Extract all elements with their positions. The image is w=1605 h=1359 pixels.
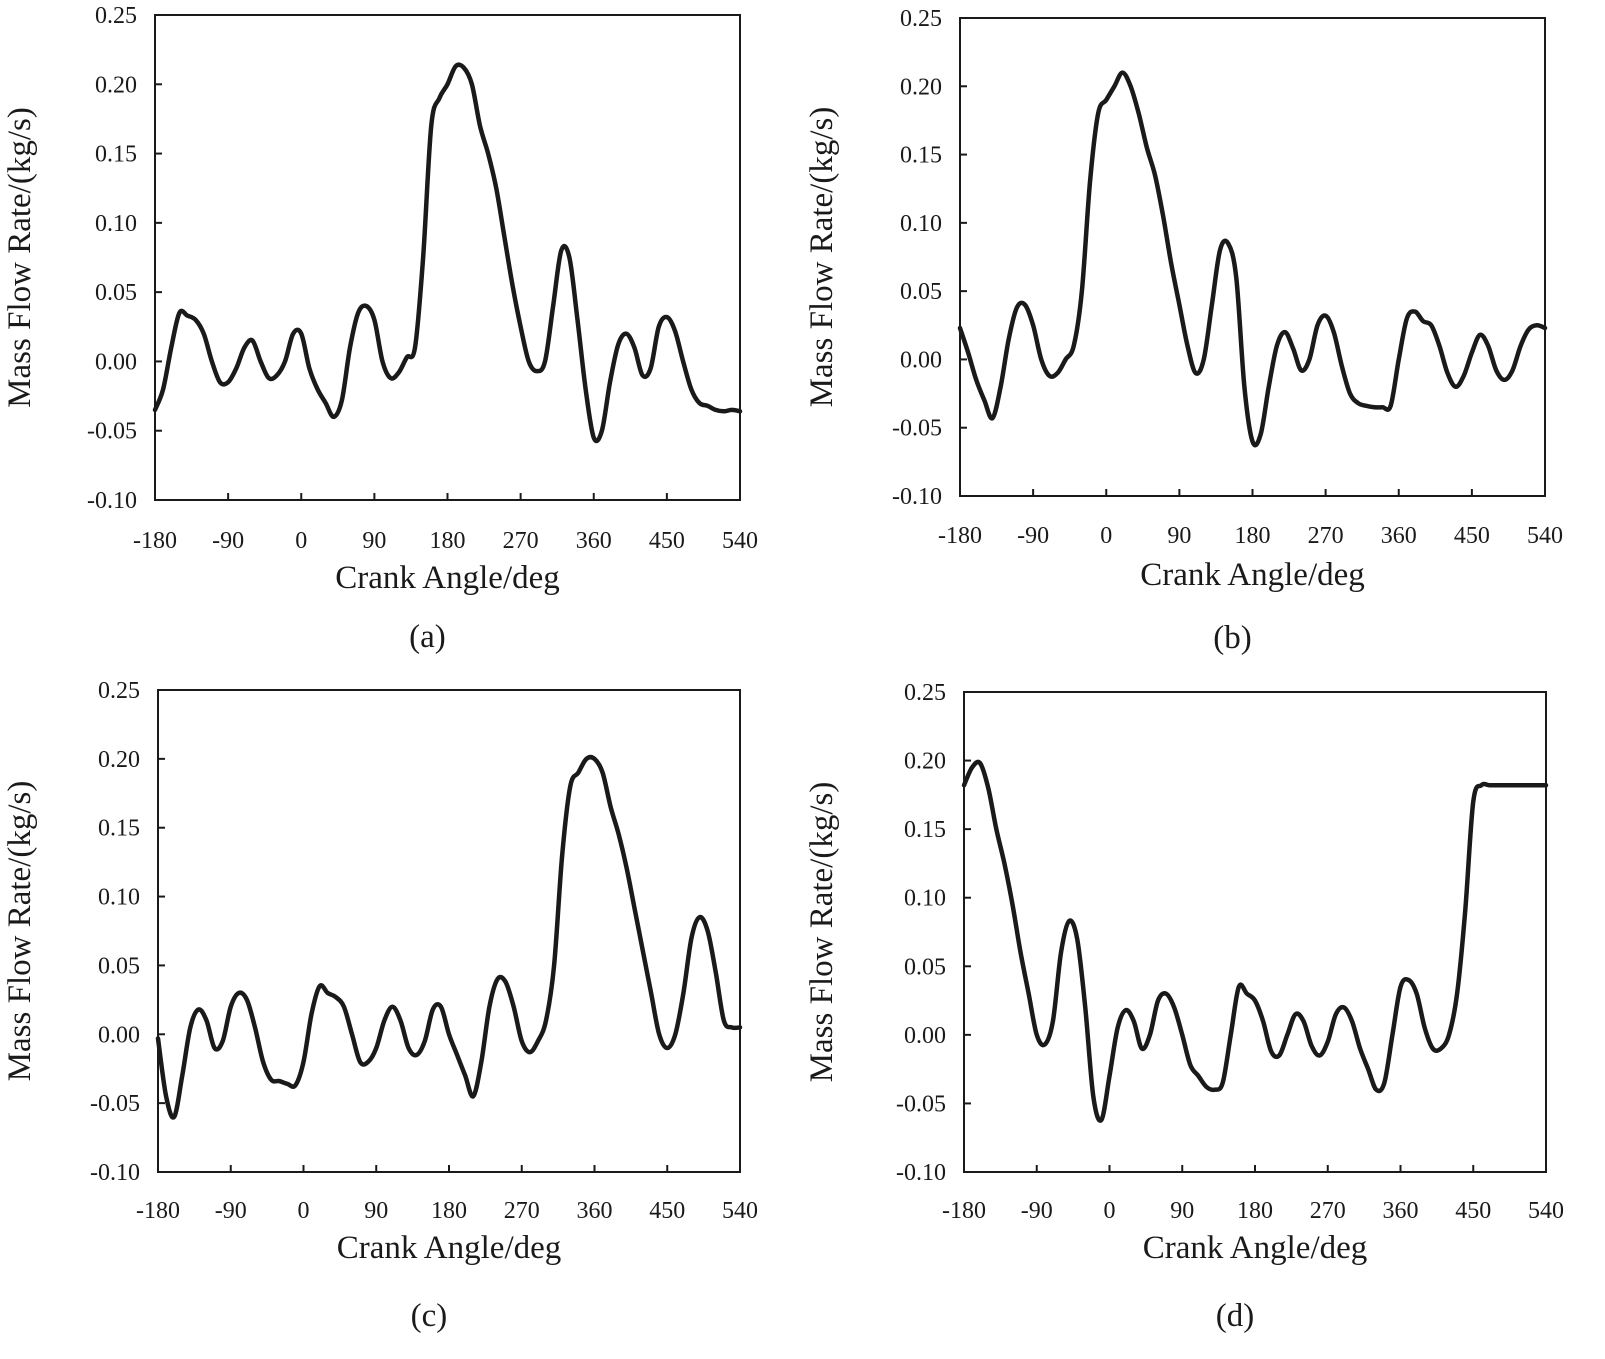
x-tick-label: 540 xyxy=(722,1198,758,1224)
y-tick-label: 0.25 xyxy=(904,680,946,706)
chart-svg-c: -180 -90 0 90 180 270 360 450 540 -0.10 -0.05 0.00 0… xyxy=(2,678,758,1334)
y-tick-label: 0.05 xyxy=(900,279,942,305)
x-axis-label: Crank Angle/deg xyxy=(1143,1230,1368,1266)
y-tick-label: 0.00 xyxy=(904,1023,946,1049)
y-tick-label: 0.10 xyxy=(95,211,137,237)
y-tick-label: 0.20 xyxy=(95,72,137,98)
x-tick-label: 90 xyxy=(362,528,386,554)
x-tick-label: 360 xyxy=(576,528,612,554)
y-tick-label: -0.10 xyxy=(892,484,942,510)
x-tick-label: 540 xyxy=(722,528,758,554)
y-tick-label: 0.15 xyxy=(904,817,946,843)
x-tick-label: 180 xyxy=(431,1198,467,1224)
x-tick-label: 540 xyxy=(1527,523,1563,549)
x-tick-label: 180 xyxy=(1235,523,1271,549)
y-tick-label: -0.05 xyxy=(896,1091,946,1117)
series-line xyxy=(961,759,1549,1123)
x-tick-label: 450 xyxy=(1455,1198,1491,1224)
series-line xyxy=(155,754,743,1120)
plot-frame xyxy=(959,17,1546,497)
y-tick-label: 0.00 xyxy=(98,1022,140,1048)
x-tick-label: 450 xyxy=(649,528,685,554)
x-tick-label: -180 xyxy=(942,1198,986,1224)
x-tick-label: 270 xyxy=(1310,1198,1346,1224)
series-line xyxy=(152,62,743,444)
x-tick-label: -180 xyxy=(133,528,177,554)
x-axis-label: Crank Angle/deg xyxy=(1140,557,1365,593)
x-tick-label: 0 xyxy=(1100,523,1112,549)
x-tick-label: 450 xyxy=(1454,523,1490,549)
x-tick-label: 270 xyxy=(504,1198,540,1224)
y-tick-label: 0.20 xyxy=(900,74,942,100)
x-tick-label: -90 xyxy=(1021,1198,1053,1224)
x-tick-label: 90 xyxy=(364,1198,388,1224)
y-tick-label: 0.25 xyxy=(95,3,137,29)
y-tick-label: 0.05 xyxy=(98,953,140,979)
y-tick-label: -0.05 xyxy=(87,419,137,445)
y-tick-label: 0.10 xyxy=(904,886,946,912)
panel-a: -180 -90 0 90 180 270 360 450 540 -0.10 -0.05 0.00 0… xyxy=(0,0,802,670)
y-tick-label: 0.15 xyxy=(900,143,942,169)
panel-b: -180 -90 0 90 180 270 360 450 540 -0.10 -0.05 0.00 0… xyxy=(802,0,1605,670)
panel-caption: (c) xyxy=(411,1298,448,1334)
chart-svg-a: -180 -90 0 90 180 270 360 450 540 -0.10 -0.05 0.00 0… xyxy=(2,3,758,655)
x-tick-label: 360 xyxy=(1383,1198,1419,1224)
x-axis-label: Crank Angle/deg xyxy=(337,1230,562,1266)
y-tick-label: -0.10 xyxy=(90,1160,140,1186)
x-tick-label: 0 xyxy=(1104,1198,1116,1224)
chart-svg-b: -180 -90 0 90 180 270 360 450 540 -0.10 -0.05 0.00 0… xyxy=(804,6,1563,656)
y-tick-label: 0.00 xyxy=(900,347,942,373)
y-tick-label: 0.10 xyxy=(98,885,140,911)
x-axis-label: Crank Angle/deg xyxy=(335,560,560,596)
y-tick-label: 0.20 xyxy=(98,747,140,773)
y-tick-label: 0.15 xyxy=(95,142,137,168)
y-tick-label: 0.00 xyxy=(95,349,137,375)
y-tick-label: 0.20 xyxy=(904,749,946,775)
y-axis-label: Mass Flow Rate/(kg/s) xyxy=(804,107,840,408)
x-tick-label: 540 xyxy=(1528,1198,1564,1224)
x-tick-label: 360 xyxy=(577,1198,613,1224)
panel-caption: (a) xyxy=(409,619,446,655)
x-tick-label: -90 xyxy=(212,528,244,554)
x-tick-label: 90 xyxy=(1167,523,1191,549)
panel-caption: (d) xyxy=(1216,1298,1254,1334)
y-axis-label: Mass Flow Rate/(kg/s) xyxy=(2,781,38,1082)
y-tick-label: -0.10 xyxy=(87,488,137,514)
x-tick-label: 360 xyxy=(1381,523,1417,549)
x-tick-label: 270 xyxy=(503,528,539,554)
x-tick-label: -180 xyxy=(938,523,982,549)
y-tick-label: -0.10 xyxy=(896,1160,946,1186)
x-tick-label: 180 xyxy=(430,528,466,554)
y-tick-label: 0.05 xyxy=(95,280,137,306)
x-tick-label: 0 xyxy=(295,528,307,554)
x-tick-label: 0 xyxy=(298,1198,310,1224)
y-tick-label: -0.05 xyxy=(90,1091,140,1117)
y-tick-label: 0.10 xyxy=(900,211,942,237)
y-axis-label: Mass Flow Rate/(kg/s) xyxy=(804,782,840,1083)
x-tick-label: 270 xyxy=(1308,523,1344,549)
y-tick-label: -0.05 xyxy=(892,416,942,442)
panel-c: -180 -90 0 90 180 270 360 450 540 -0.10 -0.05 0.00 0… xyxy=(0,670,802,1359)
x-tick-label: 450 xyxy=(649,1198,685,1224)
y-axis-label: Mass Flow Rate/(kg/s) xyxy=(2,107,38,408)
y-tick-label: 0.25 xyxy=(98,678,140,704)
x-tick-label: 180 xyxy=(1237,1198,1273,1224)
y-tick-label: 0.05 xyxy=(904,954,946,980)
chart-svg-d: -180 -90 0 90 180 270 360 450 540 -0.10 -0.05 0.00 0… xyxy=(804,680,1564,1334)
x-tick-label: 90 xyxy=(1170,1198,1194,1224)
x-tick-label: -90 xyxy=(215,1198,247,1224)
series-line xyxy=(957,70,1548,448)
panel-d: -180 -90 0 90 180 270 360 450 540 -0.10 -0.05 0.00 0… xyxy=(802,670,1605,1359)
y-tick-label: 0.15 xyxy=(98,816,140,842)
y-tick-label: 0.25 xyxy=(900,6,942,32)
plot-frame xyxy=(157,689,741,1173)
x-tick-label: -90 xyxy=(1017,523,1049,549)
x-tick-label: -180 xyxy=(136,1198,180,1224)
panel-caption: (b) xyxy=(1213,620,1251,656)
plot-frame xyxy=(963,691,1547,1173)
